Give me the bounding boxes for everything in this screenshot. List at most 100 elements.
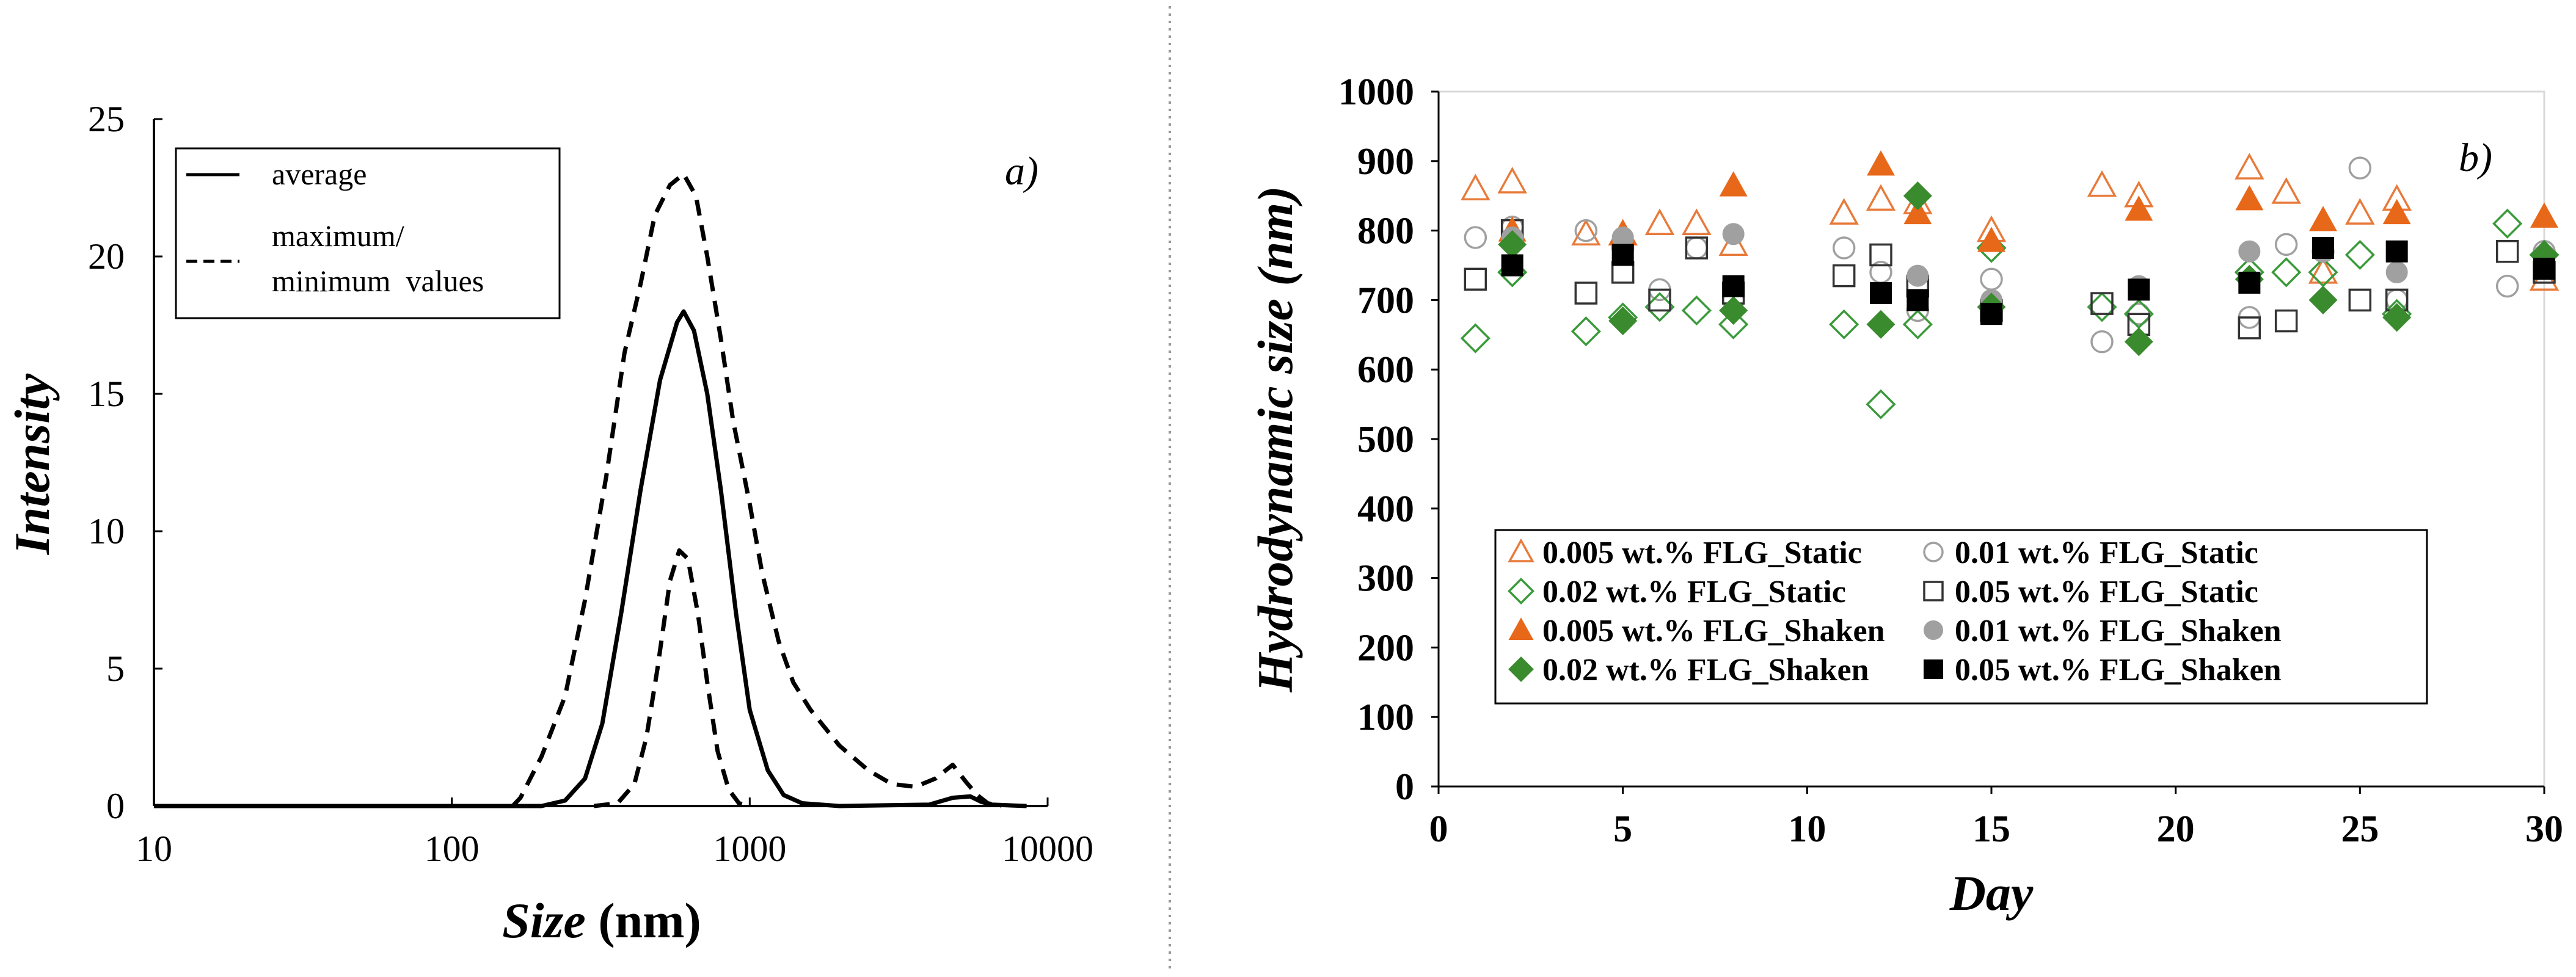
data-point <box>2090 330 2114 354</box>
panel-a-x-label: Size (nm) <box>502 893 701 948</box>
panel-b-x-tick-label: 10 <box>1788 808 1826 850</box>
data-point <box>1869 243 1892 267</box>
legend-marker <box>1923 542 1944 562</box>
data-point <box>1685 236 1709 260</box>
panel-b-y-tick-label: 600 <box>1357 349 1414 391</box>
panel-b-y-tick-label: 100 <box>1357 697 1414 738</box>
panel-b-x-tick-label: 20 <box>2157 808 2195 850</box>
panel-a-label: a) <box>1005 149 1038 194</box>
data-point <box>1644 208 1675 235</box>
data-point <box>1681 295 1712 326</box>
series-5 <box>1501 223 2555 311</box>
series-line-maximum <box>511 172 1002 808</box>
data-point <box>1977 227 2005 252</box>
panel-b-legend: 0.005 wt.% FLG_Static 0.01 wt.% FLG_Stati… <box>1494 529 2428 705</box>
data-point <box>2238 316 2261 340</box>
data-point <box>1574 281 1598 305</box>
data-point <box>1501 254 1523 277</box>
panel-b-x-tick-label: 5 <box>1613 808 1632 850</box>
legend-label: 0.02 wt.% FLG_Shaken <box>1542 653 1869 688</box>
data-point <box>1722 275 1745 297</box>
data-point <box>1719 296 1748 325</box>
data-point <box>2235 153 2264 180</box>
data-point <box>2312 237 2334 260</box>
data-point <box>1980 267 2003 291</box>
panel-b-x-ticks: 0 5 10 15 20 25 30 <box>1429 786 2563 850</box>
data-point <box>2235 185 2264 211</box>
panel-a-y-tick-label: 20 <box>88 236 125 277</box>
panel-a-y-ticks: 0 5 10 15 20 25 <box>88 99 162 826</box>
data-point <box>1866 389 1896 419</box>
legend-label-max-min-line1: maximum/ <box>272 219 404 253</box>
series-4 <box>1498 150 2558 252</box>
panel-a-legend-box <box>175 147 561 319</box>
panel-b-x-tick-label: 30 <box>2525 808 2563 850</box>
data-point <box>1644 292 1675 322</box>
data-point <box>1464 226 1487 249</box>
data-point <box>1722 223 1745 245</box>
data-point <box>1903 198 1932 225</box>
panel-b-chart: 0 100 200 300 400 500 600 700 800 900 1000 0 5 10 15 2… <box>1247 71 2563 921</box>
data-point <box>2385 261 2408 283</box>
panel-b-y-tick-label: 500 <box>1357 419 1414 460</box>
legend-marker <box>1508 538 1534 562</box>
panel-b-y-tick-label: 800 <box>1357 211 1414 252</box>
data-point <box>1718 309 1749 340</box>
panel-b-series <box>1460 150 2560 419</box>
data-point <box>1906 289 1929 311</box>
data-point <box>2345 198 2375 225</box>
legend-label: 0.05 wt.% FLG_Static <box>1955 575 2258 609</box>
data-point <box>2348 288 2372 312</box>
data-point <box>1571 316 1601 347</box>
panel-a-chart: 0 5 10 15 20 25 10 100 1000 10000 average maximu… <box>4 99 1093 948</box>
data-point <box>2495 274 2519 298</box>
panel-a-series <box>154 172 1027 808</box>
data-point <box>2382 303 2412 332</box>
panel-b-x-tick-label: 15 <box>1972 808 2010 850</box>
data-point <box>2274 233 2298 256</box>
data-point <box>2495 239 2519 263</box>
panel-b-y-tick-label: 200 <box>1357 627 1414 669</box>
data-point <box>1461 173 1491 201</box>
legend-label: 0.05 wt.% FLG_Shaken <box>1955 653 2282 688</box>
data-point <box>1832 264 1856 288</box>
data-point <box>1867 150 1895 176</box>
legend-marker <box>1508 617 1534 640</box>
panel-b-y-tick-label: 0 <box>1395 766 1414 808</box>
data-point <box>1906 264 1929 287</box>
panel-b-x-label: Day <box>1949 865 2034 921</box>
data-point <box>2238 271 2261 294</box>
legend-label: 0.005 wt.% FLG_Static <box>1542 536 1862 570</box>
legend-marker <box>1508 656 1534 682</box>
panel-a-x-ticks: 10 100 1000 10000 <box>136 797 1093 869</box>
data-point <box>2087 292 2117 322</box>
series-line-minimum <box>593 548 751 808</box>
legend-label: 0.005 wt.% FLG_Shaken <box>1542 614 1885 648</box>
legend-label-max-min-line2: minimum values <box>272 264 484 298</box>
data-point <box>2125 195 2153 221</box>
legend-marker <box>1923 581 1944 601</box>
panel-a-x-tick-label: 10000 <box>1002 829 1093 869</box>
data-point <box>2090 292 2114 315</box>
data-point <box>2087 170 2117 197</box>
panel-b-legend-box <box>1494 529 2428 705</box>
panel-a-y-tick-label: 0 <box>106 786 125 826</box>
data-point <box>1902 309 1933 340</box>
data-point <box>1497 167 1527 194</box>
data-point <box>1571 219 1601 246</box>
data-point <box>1611 244 1634 266</box>
panel-b-x-tick-label: 0 <box>1429 808 1448 850</box>
panel-a-legend: average maximum/ minimum values <box>175 147 561 319</box>
data-point <box>2492 208 2523 239</box>
panel-a-y-tick-label: 15 <box>88 374 125 414</box>
data-point <box>2308 257 2338 284</box>
data-point <box>1719 171 1748 197</box>
data-point <box>2271 177 2301 204</box>
panel-a-x-label-unit: (nm) <box>586 893 701 948</box>
data-point <box>2124 327 2153 357</box>
data-point <box>2309 206 2337 231</box>
series-7 <box>1501 237 2555 325</box>
data-point <box>1832 236 1856 260</box>
legend-label: 0.01 wt.% FLG_Static <box>1955 536 2258 570</box>
